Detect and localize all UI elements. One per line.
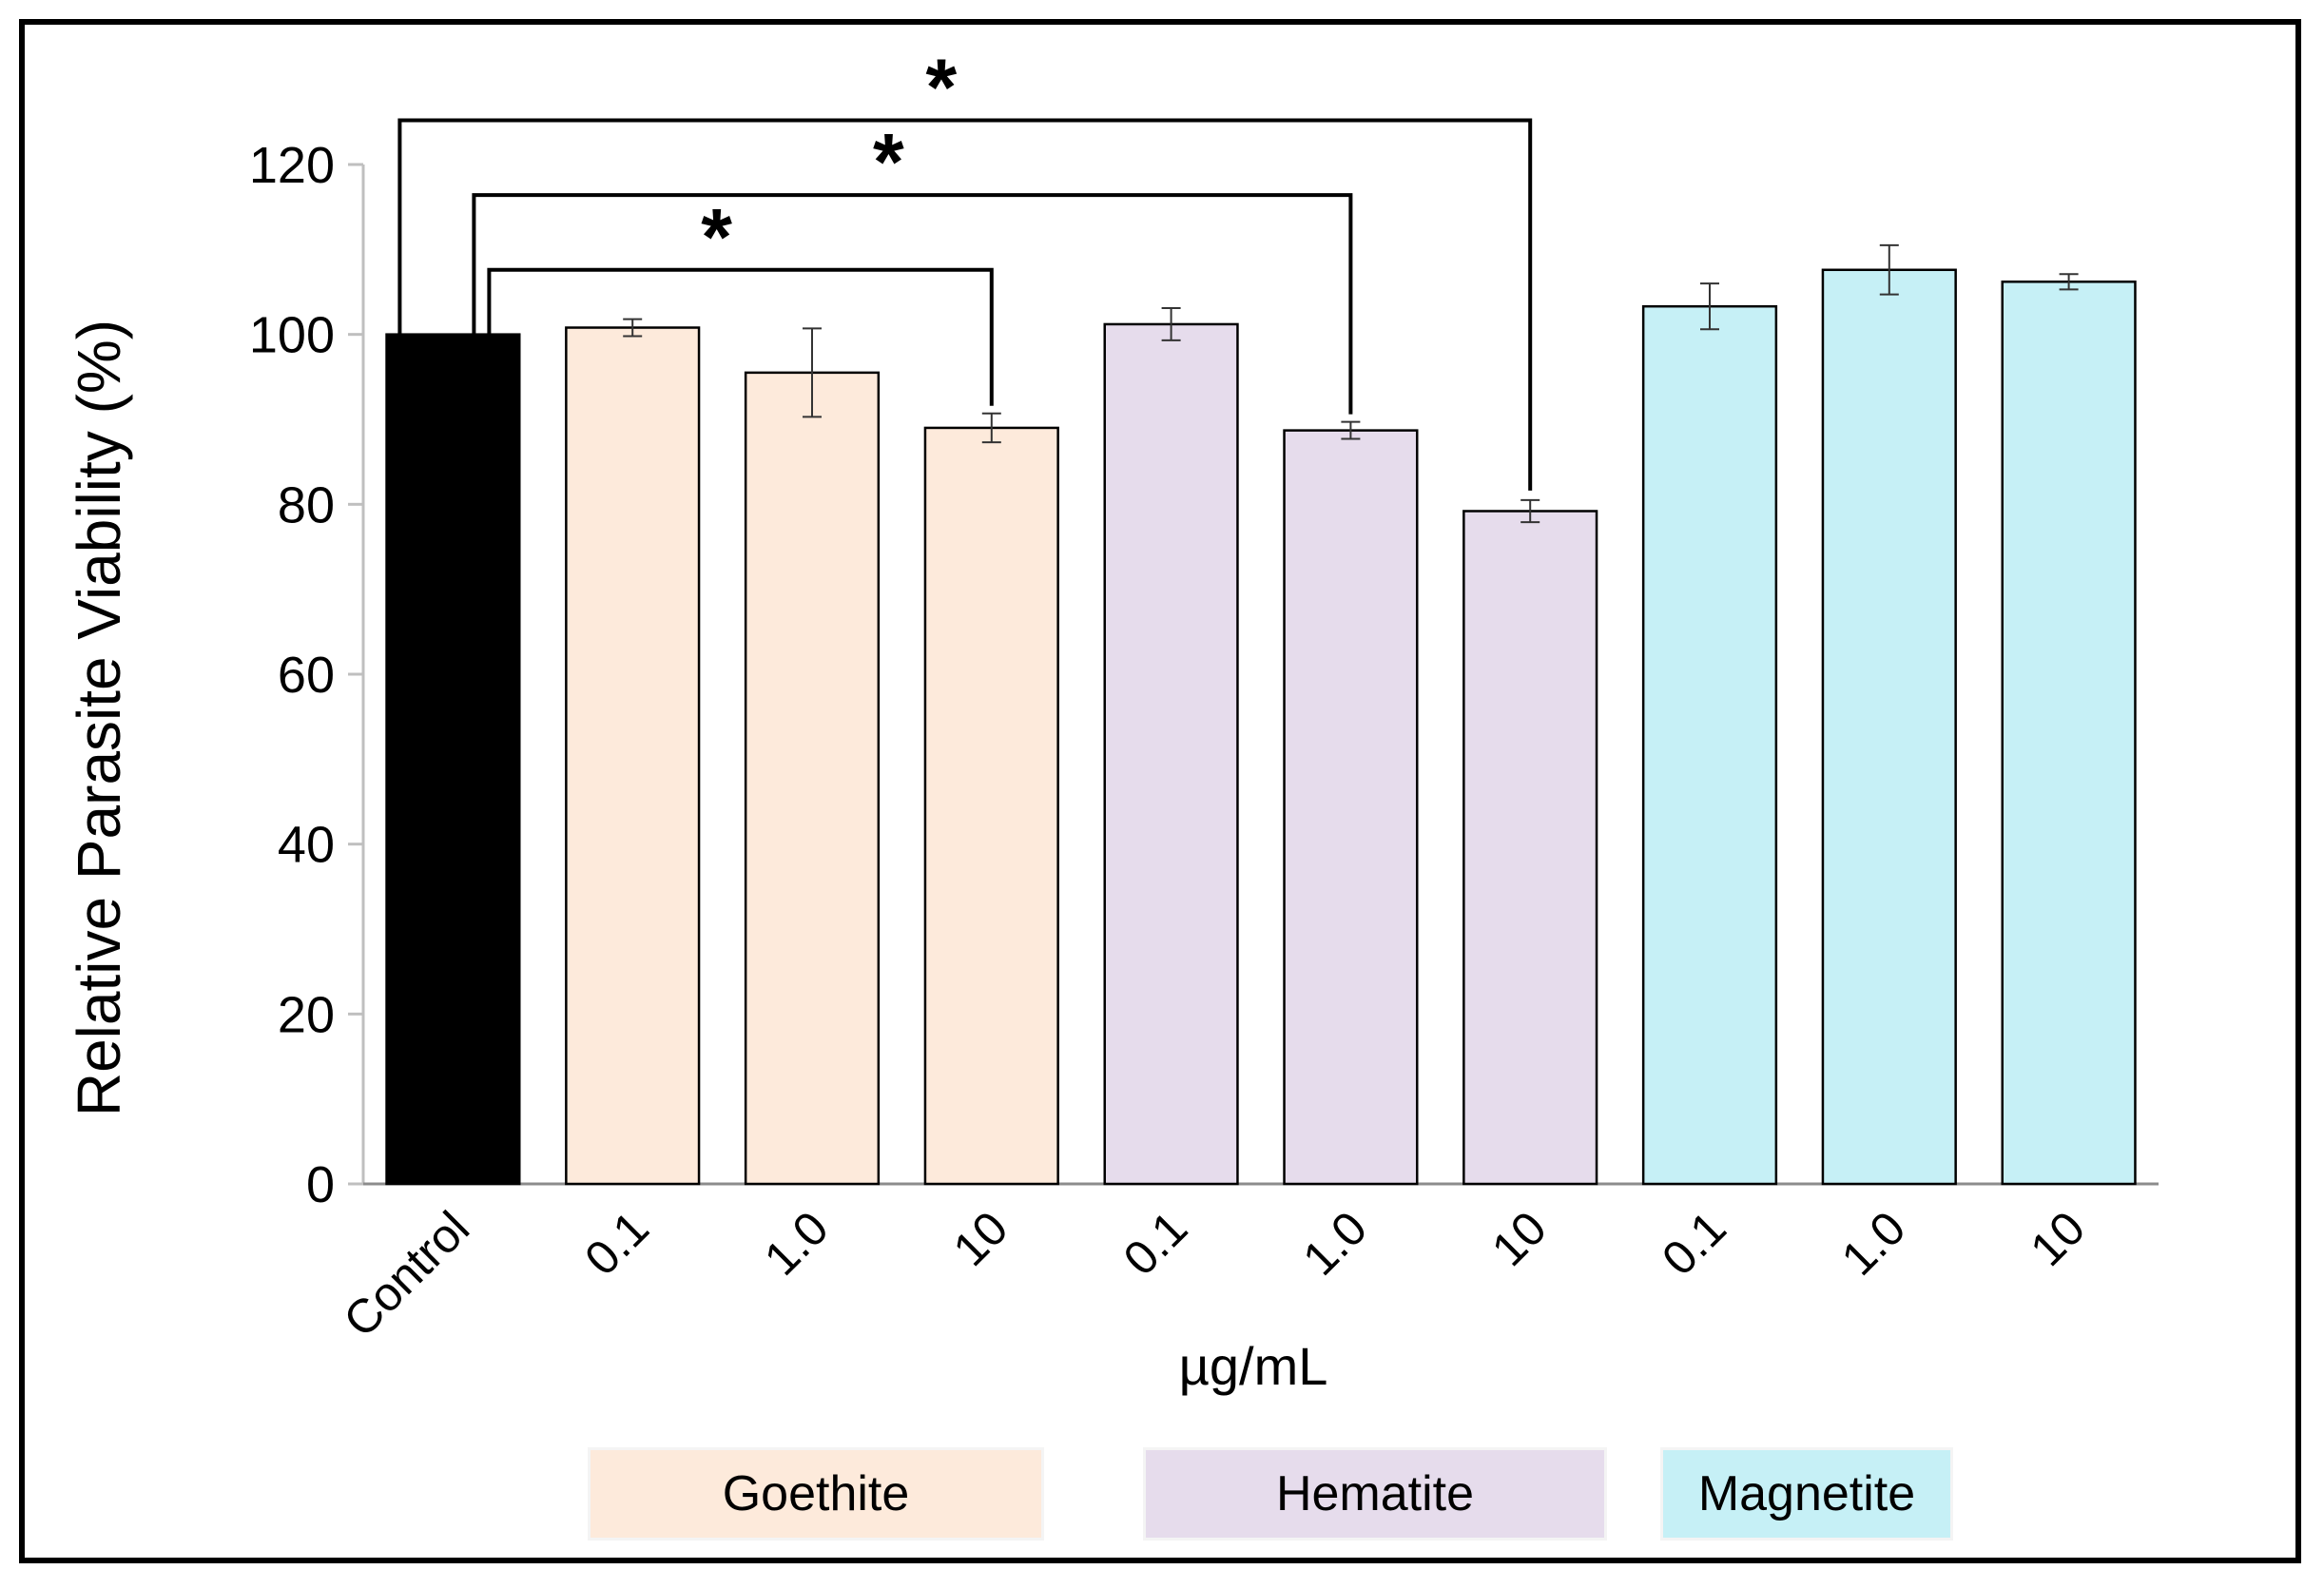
x-tick-label-2: 1.0 — [754, 1201, 839, 1286]
bar-hematite-4 — [1103, 322, 1239, 1186]
y-tick-label-80: 80 — [278, 476, 335, 533]
significance-star-2: * — [925, 43, 957, 132]
x-axis-label: µg/mL — [1179, 1336, 1328, 1396]
x-tick-label-3: 10 — [943, 1201, 1018, 1276]
bar-hematite-6 — [1462, 510, 1598, 1186]
y-tick-label-20: 20 — [278, 986, 335, 1043]
bar-goethite-1 — [565, 326, 701, 1186]
x-tick-label-8: 1.0 — [1831, 1201, 1916, 1286]
y-tick-label-100: 100 — [249, 307, 335, 364]
x-tick-label-1: 0.1 — [574, 1201, 659, 1286]
y-tick-label-120: 120 — [249, 137, 335, 194]
significance-star-1: * — [873, 117, 904, 206]
x-tick-label-4: 0.1 — [1114, 1201, 1198, 1286]
significance-bracket-0 — [487, 267, 994, 406]
bar-goethite-3 — [923, 426, 1059, 1186]
significance-bracket-1 — [472, 193, 1353, 415]
legend-goethite: Goethite — [588, 1447, 1044, 1541]
bar-magnetite-7 — [1641, 304, 1778, 1186]
x-tick-label-5: 1.0 — [1292, 1201, 1377, 1286]
bars — [385, 268, 2137, 1186]
bar-goethite-2 — [744, 371, 881, 1186]
legend-magnetite-label: Magnetite — [1697, 1466, 1916, 1521]
y-tick-label-60: 60 — [278, 647, 335, 704]
significance-brackets: *** — [397, 43, 1533, 491]
y-tick-label-40: 40 — [278, 817, 335, 874]
legend-goethite-label: Goethite — [722, 1466, 910, 1521]
bar-magnetite-8 — [1821, 268, 1957, 1186]
x-tick-label-0: Control — [334, 1201, 480, 1347]
y-tick-label-0: 0 — [306, 1156, 335, 1213]
bar-magnetite-9 — [2001, 281, 2137, 1186]
x-tick-label-9: 10 — [2020, 1201, 2095, 1276]
bar-control-0 — [385, 333, 521, 1186]
error-bars — [623, 243, 2079, 524]
legend-magnetite: Magnetite — [1660, 1447, 1953, 1541]
legend-hematite-label: Hematite — [1275, 1466, 1475, 1521]
legend-hematite: Hematite — [1143, 1447, 1607, 1541]
y-axis-label: Relative Parasite Viability (%) — [65, 320, 133, 1116]
significance-star-0: * — [701, 192, 732, 281]
x-tick-label-7: 0.1 — [1652, 1201, 1736, 1286]
x-tick-label-6: 10 — [1482, 1201, 1557, 1276]
bar-hematite-5 — [1283, 429, 1419, 1186]
significance-bracket-2 — [397, 118, 1533, 491]
figure-frame — [19, 19, 2301, 1563]
